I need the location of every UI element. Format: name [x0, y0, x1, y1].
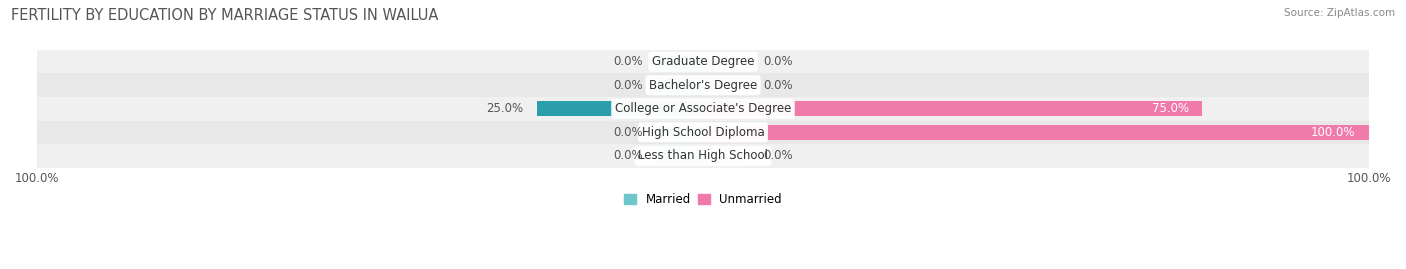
Text: Source: ZipAtlas.com: Source: ZipAtlas.com — [1284, 8, 1395, 18]
Text: 0.0%: 0.0% — [763, 79, 793, 92]
Text: Graduate Degree: Graduate Degree — [652, 55, 754, 68]
Legend: Married, Unmarried: Married, Unmarried — [620, 189, 786, 211]
Bar — [657, 54, 703, 69]
Bar — [703, 148, 749, 163]
Bar — [657, 125, 703, 140]
Text: College or Associate's Degree: College or Associate's Degree — [614, 102, 792, 115]
Text: 0.0%: 0.0% — [613, 149, 643, 162]
Text: 100.0%: 100.0% — [1310, 126, 1355, 139]
Bar — [657, 148, 703, 163]
Bar — [37, 73, 1369, 97]
Bar — [703, 54, 749, 69]
Text: High School Diploma: High School Diploma — [641, 126, 765, 139]
Text: 0.0%: 0.0% — [763, 55, 793, 68]
Text: 25.0%: 25.0% — [486, 102, 523, 115]
Bar — [37, 121, 1369, 144]
Bar — [537, 101, 703, 116]
Bar — [703, 101, 1202, 116]
Text: Less than High School: Less than High School — [638, 149, 768, 162]
Bar — [657, 78, 703, 93]
Text: Bachelor's Degree: Bachelor's Degree — [650, 79, 756, 92]
Text: 0.0%: 0.0% — [613, 126, 643, 139]
Bar — [703, 125, 1369, 140]
Text: 0.0%: 0.0% — [763, 149, 793, 162]
Bar — [37, 144, 1369, 168]
Text: 0.0%: 0.0% — [613, 79, 643, 92]
Bar — [703, 78, 749, 93]
Text: 0.0%: 0.0% — [613, 55, 643, 68]
Bar — [37, 50, 1369, 73]
Text: FERTILITY BY EDUCATION BY MARRIAGE STATUS IN WAILUA: FERTILITY BY EDUCATION BY MARRIAGE STATU… — [11, 8, 439, 23]
Text: 75.0%: 75.0% — [1152, 102, 1189, 115]
Bar — [37, 97, 1369, 121]
